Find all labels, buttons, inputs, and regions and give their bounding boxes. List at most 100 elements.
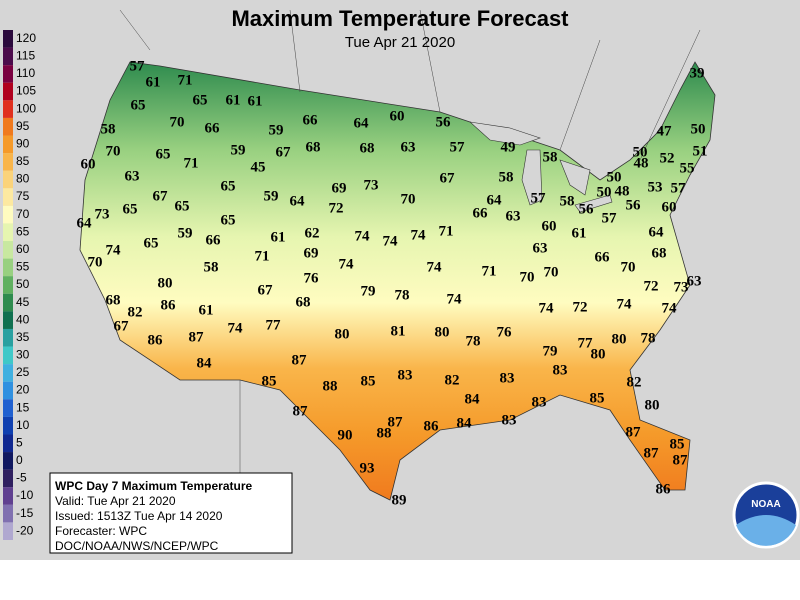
temperature: 59 xyxy=(269,122,284,138)
legend-label: 35 xyxy=(16,330,30,344)
legend-label: 50 xyxy=(16,277,30,291)
temperature: 71 xyxy=(184,155,199,171)
temperature: 83 xyxy=(532,394,547,410)
temperature: 66 xyxy=(205,120,221,136)
borders xyxy=(119,9,701,480)
legend-swatch xyxy=(3,469,13,488)
noaa-logo-wave xyxy=(736,515,796,546)
legend-swatch xyxy=(3,153,13,171)
temperature: 70 xyxy=(170,114,185,130)
temperature: 71 xyxy=(178,72,193,88)
subtitle: Tue Apr 21 2020 xyxy=(345,34,455,51)
temperature: 82 xyxy=(128,304,143,320)
legend-swatch xyxy=(3,522,13,540)
temperature: 66 xyxy=(206,232,222,248)
temperature: 64 xyxy=(354,115,370,131)
temperature: 89 xyxy=(392,492,407,508)
temperature: 65 xyxy=(131,97,146,113)
temperature: 76 xyxy=(497,324,513,340)
temperature: 65 xyxy=(144,235,159,251)
temperature: 78 xyxy=(466,333,481,349)
info-title: WPC Day 7 Maximum Temperature xyxy=(55,479,252,493)
temperature: 57 xyxy=(531,190,547,206)
legend-swatch xyxy=(3,434,13,453)
legend-label: -5 xyxy=(16,471,27,485)
temperature: 58 xyxy=(543,149,558,165)
legend-swatch xyxy=(3,205,13,224)
temperature: 74 xyxy=(539,300,555,316)
legend-swatch xyxy=(3,311,13,329)
title: Maximum Temperature Forecast xyxy=(231,6,569,31)
legend-label: 5 xyxy=(16,435,23,449)
temperature: 84 xyxy=(197,355,213,371)
temperature: 64 xyxy=(290,193,306,209)
temperature: 72 xyxy=(644,278,659,294)
temperature: 57 xyxy=(671,180,687,196)
temperature: 85 xyxy=(361,373,376,389)
legend-label: 100 xyxy=(16,101,36,115)
info-forecaster: Forecaster: WPC xyxy=(55,524,147,538)
temperature: 81 xyxy=(391,323,406,339)
legend-label: 115 xyxy=(16,49,35,63)
legend-label: -15 xyxy=(16,506,34,520)
temperature: 77 xyxy=(578,335,594,351)
legend-label: 25 xyxy=(16,365,30,379)
temperature: 90 xyxy=(338,427,353,443)
temperature: 65 xyxy=(193,92,208,108)
temperature: 67 xyxy=(114,318,130,334)
legend-swatch xyxy=(3,135,13,154)
legend-label: 30 xyxy=(16,348,30,362)
legend-label: 110 xyxy=(16,66,35,80)
legend-swatch xyxy=(3,223,13,242)
temperature: 87 xyxy=(673,452,689,468)
temperature: 86 xyxy=(148,332,164,348)
temperature: 50 xyxy=(607,169,622,185)
us-land xyxy=(79,61,716,501)
temperature: 87 xyxy=(292,352,308,368)
temperature: 59 xyxy=(264,188,279,204)
temperature: 83 xyxy=(500,370,515,386)
temperature: 60 xyxy=(662,199,677,215)
temperature: 58 xyxy=(499,169,514,185)
temperature: 74 xyxy=(447,291,463,307)
temperature: 57 xyxy=(450,139,466,155)
temperature: 71 xyxy=(482,263,497,279)
temperature: 62 xyxy=(305,225,320,241)
temperature: 70 xyxy=(621,259,636,275)
temperature: 68 xyxy=(306,139,321,155)
temperature: 61 xyxy=(226,92,241,108)
temperature: 83 xyxy=(502,412,517,428)
temperature: 61 xyxy=(248,93,263,109)
temperature: 69 xyxy=(304,245,319,261)
temperature: 49 xyxy=(501,139,516,155)
temperature: 72 xyxy=(329,200,344,216)
temperature: 55 xyxy=(680,160,695,176)
temperature: 86 xyxy=(656,481,672,497)
temperature: 39 xyxy=(690,65,705,81)
noaa-logo-text: NOAA xyxy=(751,499,780,510)
temperature: 68 xyxy=(106,292,121,308)
legend-label: 95 xyxy=(16,119,30,133)
temperature: 87 xyxy=(626,424,642,440)
temperature: 64 xyxy=(487,192,503,208)
temperature: 64 xyxy=(649,224,665,240)
temperature: 77 xyxy=(266,317,282,333)
temperature: 86 xyxy=(424,418,440,434)
lake xyxy=(574,194,613,213)
temperature: 61 xyxy=(199,302,214,318)
temperature: 70 xyxy=(401,191,416,207)
legend-swatch xyxy=(3,399,13,417)
info-box xyxy=(49,472,293,554)
temperature: 65 xyxy=(123,201,138,217)
legend-label: 20 xyxy=(16,383,30,397)
legend-label: -10 xyxy=(16,488,34,502)
temperature: 66 xyxy=(595,249,611,265)
legend-swatch xyxy=(3,188,13,206)
temperature: 56 xyxy=(579,201,595,217)
temperature: 70 xyxy=(88,254,103,270)
temperature: 87 xyxy=(189,329,205,345)
temperature: 80 xyxy=(612,331,627,347)
temperature: 57 xyxy=(602,210,618,226)
legend-label: 120 xyxy=(16,31,36,45)
